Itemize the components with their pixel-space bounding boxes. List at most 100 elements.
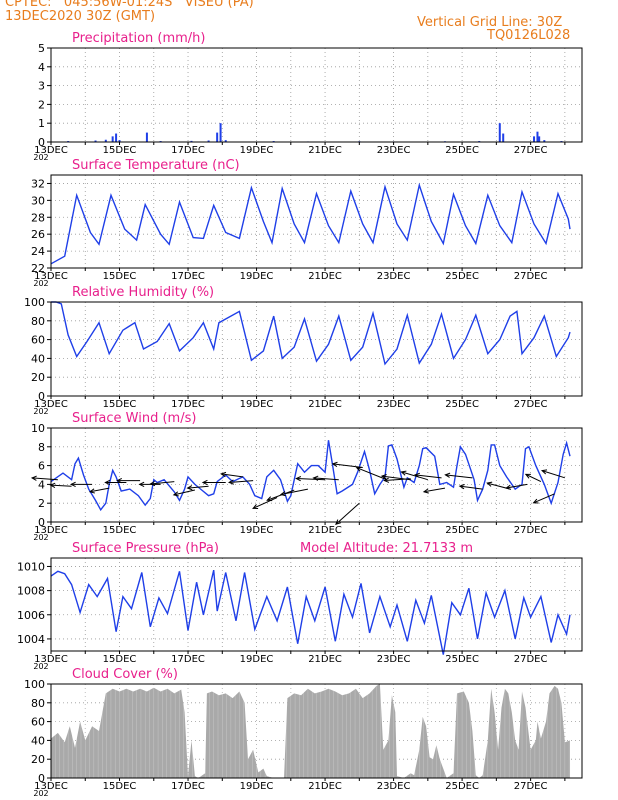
x-tick-label: 17DEC — [171, 271, 205, 282]
x-tick-label: 21DEC — [308, 525, 342, 536]
wind-arrowhead — [227, 479, 234, 485]
wind-title: Surface Wind (m/s) — [72, 411, 196, 426]
wind-arrowhead — [266, 496, 273, 502]
x-tick-label: 13DEC — [34, 781, 68, 792]
x-tick-label: 15DEC — [103, 525, 137, 536]
wind-arrow — [506, 483, 528, 489]
wind-arrow — [267, 489, 295, 501]
temp-panel — [47, 174, 583, 271]
wind-arrowhead — [172, 491, 179, 497]
wind-arrowhead — [201, 479, 208, 486]
y-tick-label: 0 — [38, 772, 45, 785]
precip-bar — [543, 140, 546, 142]
x-tick-label: 17DEC — [171, 399, 205, 410]
wind-arrowhead — [413, 472, 421, 478]
wind-arrowhead — [220, 471, 227, 478]
model-altitude-label: Model Altitude: 21.7133 m — [300, 541, 473, 556]
wind-panel — [30, 427, 583, 525]
x-tick-label: 13DEC — [34, 654, 68, 665]
x-tick-label: 25DEC — [445, 781, 479, 792]
y-tick-label: 80 — [31, 697, 45, 710]
wind-arrow — [280, 488, 309, 495]
wind-arrow — [252, 497, 278, 509]
wind-arrowhead — [532, 498, 539, 504]
wind-arrowhead — [295, 476, 302, 482]
x-tick-label: 13DEC — [34, 271, 68, 282]
precip-title: Precipitation (mm/h) — [72, 31, 205, 46]
y-tick-label: 10 — [31, 422, 45, 435]
y-tick-label: 22 — [31, 262, 45, 275]
y-tick-label: 1 — [38, 117, 45, 130]
y-tick-label: 0 — [38, 136, 45, 149]
y-tick-label: 1004 — [17, 633, 45, 646]
wind-arrowhead — [458, 484, 465, 490]
x-tick-label: 25DEC — [445, 271, 479, 282]
y-tick-label: 3 — [38, 80, 45, 93]
x-tick-label: 27DEC — [514, 654, 548, 665]
x-axis-year-label: 202 — [33, 279, 48, 288]
y-tick-label: 40 — [31, 352, 45, 365]
y-tick-label: 4 — [38, 61, 45, 74]
wind-arrow — [173, 489, 195, 496]
y-tick-label: 28 — [31, 211, 45, 224]
wind-arrowhead — [312, 475, 319, 481]
precip-bar — [502, 133, 505, 142]
wind-arrow — [525, 473, 542, 483]
wind-arrow — [423, 487, 446, 493]
pressure-title: Surface Pressure (hPa) — [72, 541, 219, 556]
wind-arrow — [459, 485, 483, 490]
wind-arrowhead — [104, 479, 111, 486]
y-tick-label: 100 — [24, 296, 45, 309]
x-tick-label: 21DEC — [308, 145, 342, 156]
x-tick-label: 27DEC — [514, 399, 548, 410]
wind-arrowhead — [279, 491, 286, 497]
precip-bar — [536, 131, 539, 142]
x-tick-label: 17DEC — [171, 145, 205, 156]
wind-arrow — [415, 474, 442, 479]
pressure-line — [50, 569, 571, 655]
x-tick-label: 23DEC — [377, 525, 411, 536]
wind-arrowhead — [383, 477, 390, 483]
x-tick-label: 27DEC — [514, 145, 548, 156]
x-axis-year-label: 202 — [33, 153, 48, 162]
x-tick-label: 23DEC — [377, 781, 411, 792]
wind-arrow — [541, 470, 566, 479]
x-tick-label: 21DEC — [308, 399, 342, 410]
x-axis-year-label: 202 — [33, 407, 48, 416]
cloud-cover-area — [51, 684, 571, 778]
pressure-panel — [47, 557, 583, 655]
wind-arrow — [229, 480, 254, 483]
y-tick-label: 20 — [31, 753, 45, 766]
precip-bar — [145, 132, 148, 142]
header-station: CPTEC: 045:56W-01:24S VISEU (PA) — [5, 0, 254, 10]
x-tick-label: 23DEC — [377, 145, 411, 156]
y-tick-label: 30 — [31, 194, 45, 207]
wind-arrowhead — [138, 481, 145, 488]
wind-arrowhead — [88, 488, 95, 494]
precip-bar — [498, 123, 501, 142]
x-tick-label: 15DEC — [103, 271, 137, 282]
wind-arrowhead — [524, 473, 531, 479]
rh-title: Relative Humidity (%) — [72, 285, 214, 300]
cloud-frame — [50, 683, 583, 779]
y-tick-label: 5 — [38, 42, 45, 55]
x-tick-label: 17DEC — [171, 781, 205, 792]
wind-arrow — [150, 481, 175, 485]
y-tick-label: 4 — [38, 478, 45, 491]
x-tick-label: 17DEC — [171, 654, 205, 665]
precip-bar — [219, 123, 222, 142]
y-tick-label: 2 — [38, 497, 45, 510]
y-tick-label: 0 — [38, 390, 45, 403]
header-model-code: TQ0126L028 — [487, 28, 571, 43]
x-tick-label: 13DEC — [34, 145, 68, 156]
x-tick-label: 27DEC — [514, 525, 548, 536]
x-tick-label: 19DEC — [240, 145, 274, 156]
rh-frame — [50, 301, 583, 397]
y-tick-label: 60 — [31, 334, 45, 347]
y-tick-label: 32 — [31, 177, 45, 190]
wind-arrowhead — [540, 469, 548, 475]
wind-arrow — [32, 477, 58, 481]
precip-bar — [538, 136, 541, 142]
wind-arrow — [384, 478, 411, 482]
wind-line — [50, 440, 571, 512]
